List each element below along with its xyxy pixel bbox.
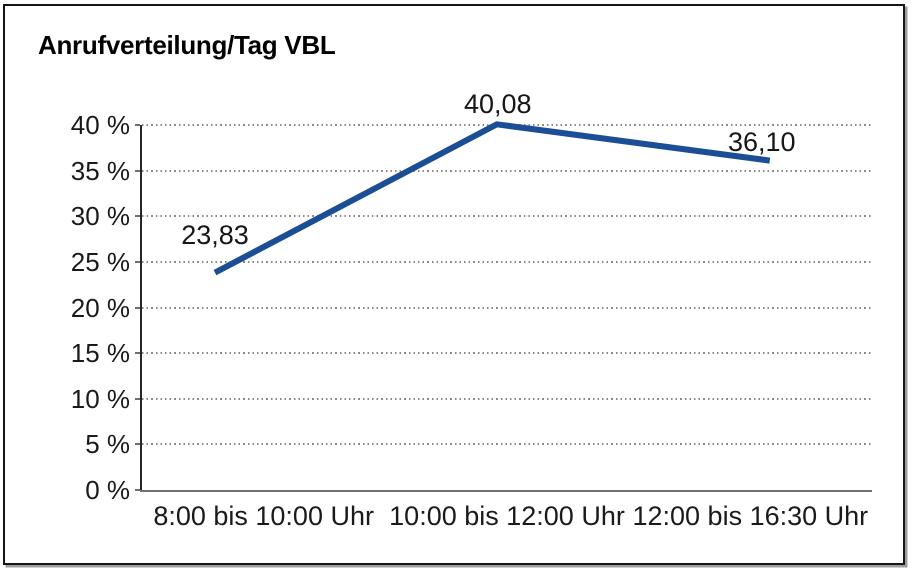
y-axis-tick <box>135 489 140 491</box>
y-axis-tick-label: 20 % <box>70 292 130 323</box>
gridline <box>142 443 872 446</box>
gridline <box>142 352 872 355</box>
y-axis-tick <box>135 443 140 446</box>
y-axis-tick <box>135 169 140 172</box>
chart-title: Anrufverteilung/Tag VBL <box>38 30 336 60</box>
x-axis-category-label: 12:00 bis 16:30 Uhr <box>632 501 869 531</box>
y-axis-tick <box>135 397 140 400</box>
data-point-label: 23,83 <box>181 219 249 250</box>
y-axis-line <box>140 125 142 490</box>
gridline <box>142 397 872 400</box>
y-axis-tick-label: 15 % <box>70 338 130 369</box>
plot-area: 40 % 35 % 30 % 25 % 20 % 15 % 10 % 5 % 0 % 23,83… <box>71 89 872 531</box>
y-axis-tick-label: 25 % <box>70 246 130 277</box>
y-axis-tick-label: 10 % <box>70 383 130 414</box>
y-axis-tick-label: 30 % <box>70 201 130 232</box>
y-axis-tick <box>135 352 140 355</box>
x-axis-category-label: 8:00 bis 10:00 Uhr <box>153 501 374 531</box>
data-point-label: 40,08 <box>463 89 532 120</box>
series-line <box>213 121 771 276</box>
y-axis-tick-label: 0 % <box>85 475 130 505</box>
gridline <box>142 260 872 263</box>
gridline <box>142 215 872 218</box>
y-axis-tick-label: 35 % <box>70 155 130 186</box>
x-axis-line <box>140 489 872 492</box>
y-axis-tick <box>135 215 140 218</box>
gridline <box>142 169 872 172</box>
y-axis-tick <box>135 306 140 309</box>
gridline <box>142 306 872 309</box>
data-line-chart <box>213 121 771 276</box>
y-axis-tick-label: 40 % <box>70 110 130 140</box>
y-axis-tick <box>135 124 140 126</box>
data-point-label: 36,10 <box>728 126 796 157</box>
y-axis-tick-label: 5 % <box>85 429 130 460</box>
y-axis-tick <box>135 260 140 263</box>
x-axis-category-label: 10:00 bis 12:00 Uhr <box>389 501 625 531</box>
chart-frame <box>3 4 905 565</box>
